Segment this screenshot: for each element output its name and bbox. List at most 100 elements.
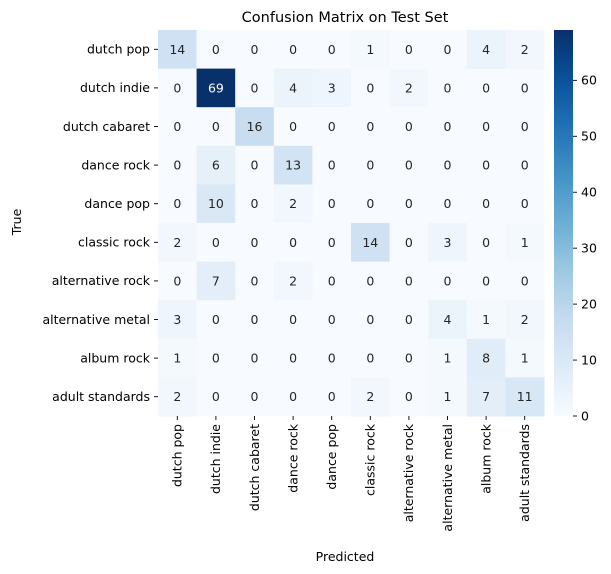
cell-value-label: 0 (405, 235, 413, 250)
colorbar: 0 10 20 30 40 50 60 (554, 30, 597, 423)
cell-value-label: 4 (482, 42, 490, 57)
heatmap-cell (158, 30, 198, 70)
cell-value-label: 0 (521, 158, 529, 173)
heatmap-cell (351, 223, 391, 263)
heatmap-cell (389, 261, 429, 301)
cell-value-label: 0 (328, 273, 336, 288)
cell-value-label: 0 (328, 312, 336, 327)
heatmap-cell (351, 184, 391, 224)
heatmap-cell (505, 107, 545, 147)
heatmap-cell (158, 107, 198, 147)
heatmap-cell (428, 261, 468, 301)
colorbar-tick-label: 30 (581, 240, 597, 255)
x-axis-label: Predicted (316, 549, 375, 564)
cell-value-label: 0 (366, 80, 374, 95)
cell-value-label: 0 (251, 80, 259, 95)
cell-value-label: 1 (521, 351, 529, 366)
heatmap-cell (196, 184, 236, 224)
cell-value-label: 3 (328, 80, 336, 95)
y-tick-label: alternative rock (52, 273, 151, 288)
cell-value-label: 10 (208, 196, 224, 211)
cell-value-label: 0 (251, 196, 259, 211)
x-tick-label: dance pop (324, 424, 339, 490)
cell-value-label: 0 (328, 196, 336, 211)
cell-value-label: 0 (366, 312, 374, 327)
cell-value-label: 0 (444, 80, 452, 95)
heatmap-cell (466, 107, 506, 147)
y-tick-label: dutch indie (80, 80, 150, 95)
cell-value-label: 4 (289, 80, 297, 95)
cell-value-label: 13 (285, 158, 301, 173)
heatmap-cell (273, 338, 313, 378)
x-tick-label: dutch pop (170, 424, 185, 487)
heatmap-cell (312, 68, 352, 108)
colorbar-tick-label: 40 (581, 185, 597, 200)
heatmap-cell (158, 145, 198, 185)
cell-value-label: 0 (482, 196, 490, 211)
heatmap-cell (505, 300, 545, 340)
y-axis-label: True (9, 208, 24, 236)
heatmap-cell (466, 30, 506, 70)
y-tick-label: dutch cabaret (63, 119, 150, 134)
cell-value-label: 2 (173, 235, 181, 250)
cell-value-label: 14 (169, 42, 185, 57)
heatmap-cell (235, 377, 275, 417)
heatmap-cell (389, 223, 429, 263)
cell-value-label: 0 (212, 42, 220, 57)
cell-value-label: 7 (212, 273, 220, 288)
cell-value-label: 0 (405, 273, 413, 288)
cell-value-label: 0 (251, 235, 259, 250)
heatmap-cell (428, 300, 468, 340)
cell-value-label: 0 (328, 42, 336, 57)
cell-value-label: 0 (405, 389, 413, 404)
heatmap-cell (273, 68, 313, 108)
cell-value-label: 0 (328, 389, 336, 404)
heatmap-cell (389, 107, 429, 147)
heatmap-cell (428, 68, 468, 108)
heatmap-cell (428, 145, 468, 185)
heatmap-cell (389, 300, 429, 340)
heatmap-cell (505, 30, 545, 70)
heatmap-cell (466, 68, 506, 108)
heatmap-cell (466, 184, 506, 224)
y-tick-label: alternative metal (42, 312, 150, 327)
heatmap-cell (235, 184, 275, 224)
heatmap-cell (466, 261, 506, 301)
x-tick-label: adult standards (517, 424, 532, 522)
cell-value-label: 0 (366, 273, 374, 288)
x-tick-label: alternative rock (401, 423, 416, 522)
y-tick-label: classic rock (78, 235, 151, 250)
cell-value-label: 0 (289, 119, 297, 134)
x-tick-label: classic rock (363, 423, 378, 496)
heatmap-cell (158, 223, 198, 263)
cell-value-label: 0 (328, 351, 336, 366)
cell-value-label: 0 (212, 235, 220, 250)
heatmap-cell (505, 338, 545, 378)
heatmap-cell (351, 338, 391, 378)
heatmap-cell (235, 223, 275, 263)
cell-value-label: 0 (251, 158, 259, 173)
colorbar-gradient (554, 30, 573, 416)
heatmap-cell (466, 338, 506, 378)
cell-value-label: 0 (405, 119, 413, 134)
heatmap-cell (389, 68, 429, 108)
colorbar-tick-label: 20 (581, 296, 597, 311)
colorbar-tick-label: 50 (581, 129, 597, 144)
heatmap-cell (466, 377, 506, 417)
cell-value-label: 0 (328, 119, 336, 134)
cell-value-label: 2 (366, 389, 374, 404)
cell-value-label: 0 (482, 235, 490, 250)
cell-value-label: 1 (173, 351, 181, 366)
heatmap-cell (389, 145, 429, 185)
colorbar-tick-label: 60 (581, 73, 597, 88)
heatmap-cell (196, 30, 236, 70)
heatmap-cell (235, 68, 275, 108)
cell-value-label: 1 (366, 42, 374, 57)
heatmap-cell (235, 107, 275, 147)
cell-value-label: 0 (251, 312, 259, 327)
cell-value-label: 0 (405, 351, 413, 366)
cell-value-label: 0 (482, 80, 490, 95)
heatmap-cell (466, 300, 506, 340)
cell-value-label: 0 (521, 273, 529, 288)
